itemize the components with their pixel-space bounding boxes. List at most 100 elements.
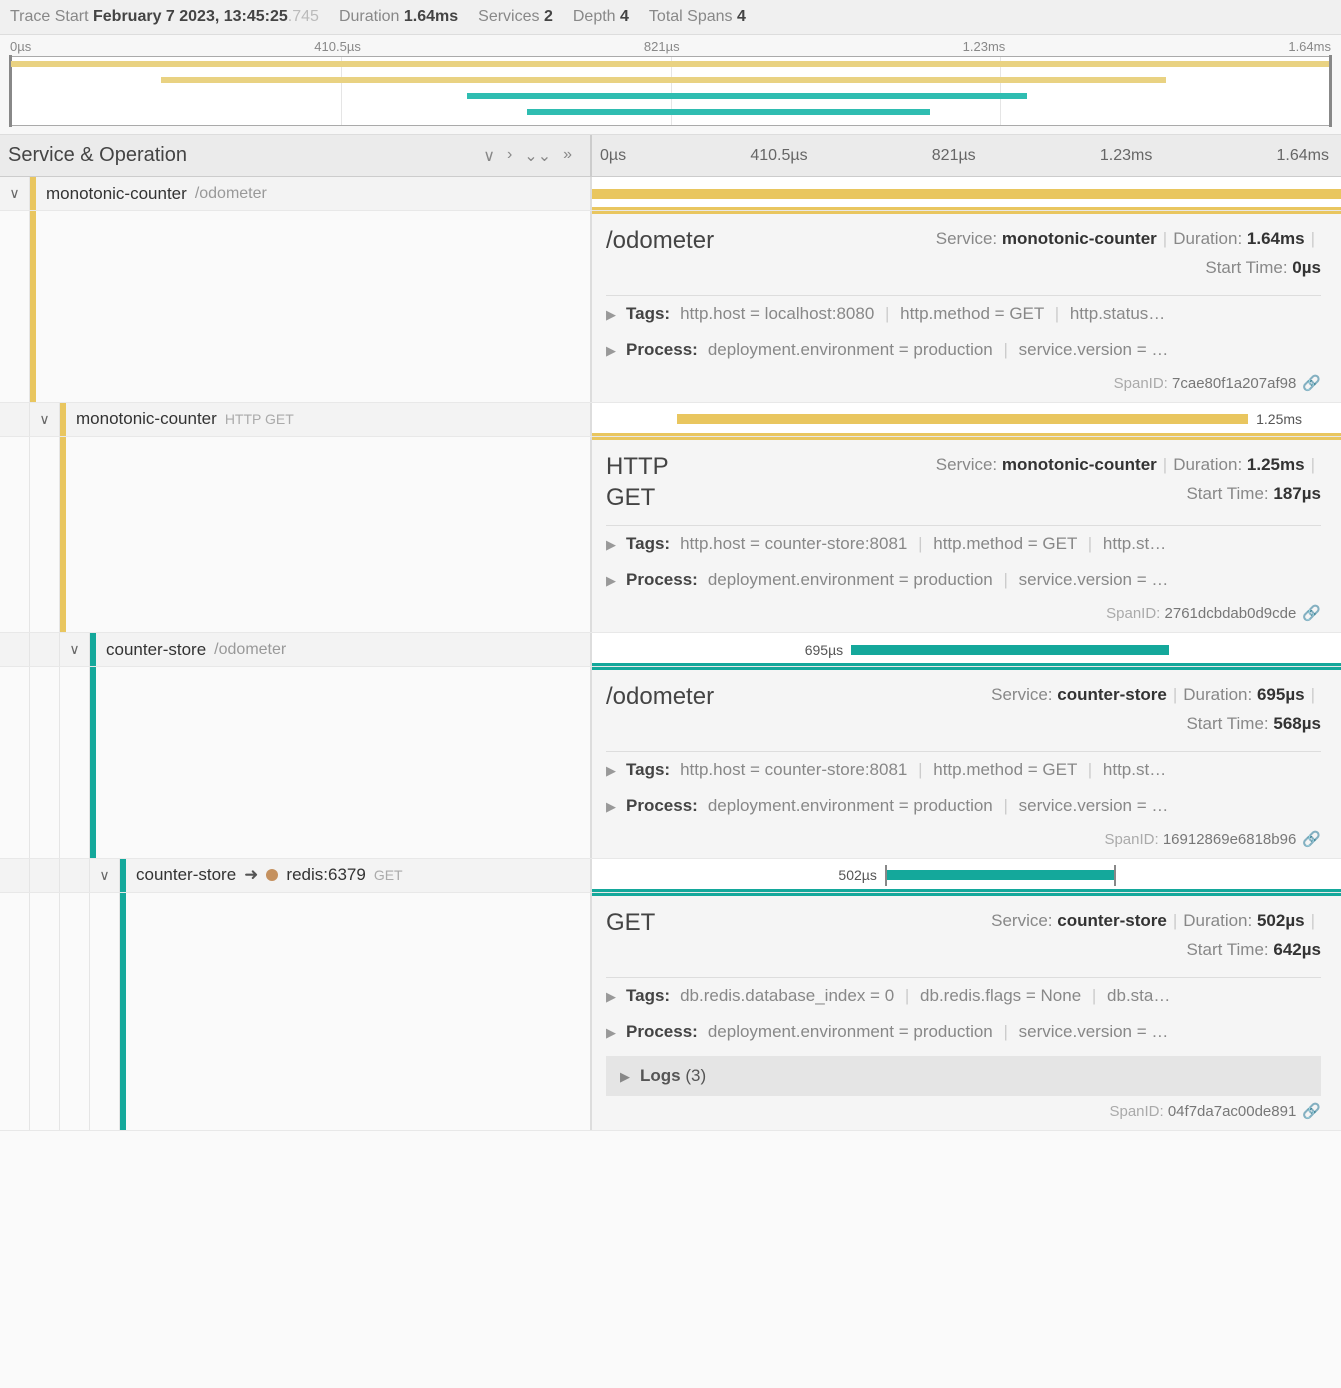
detail-fill [66, 437, 590, 632]
span-row[interactable]: ∨ counter-store /odometer 695µs [0, 633, 1341, 667]
span-detail-left [0, 667, 592, 858]
double-chevron-right-icon[interactable]: » [563, 146, 572, 166]
span-bar[interactable] [885, 870, 1114, 880]
span-duration-label: 695µs [805, 642, 843, 658]
expand-toggle[interactable]: ∨ [90, 859, 120, 892]
span-row-timeline[interactable] [592, 177, 1341, 210]
chevron-right-icon[interactable]: › [507, 146, 512, 166]
row-accent [592, 433, 1341, 436]
indent-cell [30, 893, 60, 1130]
detail-title: HTTPGET [606, 451, 669, 513]
span-row[interactable]: ∨ counter-store ➜ redis:6379 GET 502µs [0, 859, 1341, 893]
detail-meta: Service: counter-store|Duration: 502µs| … [991, 907, 1321, 965]
timeline-header: 0µs 410.5µs 821µs 1.23ms 1.64ms [592, 147, 1341, 165]
span-row-left[interactable]: ∨ counter-store /odometer [0, 633, 592, 666]
span-bar[interactable] [851, 645, 1169, 655]
detail-accent [592, 211, 1341, 214]
span-detail: GET Service: counter-store|Duration: 502… [0, 893, 1341, 1131]
tick-label: 1.23ms [1100, 147, 1152, 165]
indent-cell [90, 893, 120, 1130]
span-bar[interactable] [592, 189, 1341, 199]
spans-container: ∨ monotonic-counter /odometer /odometer … [0, 177, 1341, 1131]
link-icon[interactable]: 🔗 [1302, 605, 1321, 622]
indent-cell [30, 859, 60, 892]
row-accent [592, 889, 1341, 892]
span-detail: /odometer Service: counter-store|Duratio… [0, 667, 1341, 859]
span-duration-label: 502µs [838, 867, 876, 883]
minimap-ticks: 0µs 410.5µs 821µs 1.23ms 1.64ms [0, 35, 1341, 56]
process-row[interactable]: ▶Process:deployment.environment = produc… [606, 562, 1321, 598]
process-row[interactable]: ▶Process:deployment.environment = produc… [606, 332, 1321, 368]
double-chevron-down-icon[interactable]: ⌄⌄ [524, 146, 551, 166]
expand-toggle[interactable]: ∨ [0, 177, 30, 210]
detail-fill [36, 211, 590, 402]
row-accent [592, 663, 1341, 666]
minimap-span-bar [467, 93, 1026, 99]
detail-accent [592, 667, 1341, 670]
tags-row[interactable]: ▶Tags:http.host = counter-store:8081 | h… [606, 752, 1321, 788]
tree-nav-icons: ∨ › ⌄⌄ » [483, 146, 572, 166]
detail-meta: Service: monotonic-counter|Duration: 1.6… [936, 225, 1321, 283]
span-detail: HTTPGET Service: monotonic-counter|Durat… [0, 437, 1341, 633]
span-detail-right: /odometer Service: counter-store|Duratio… [592, 667, 1341, 858]
indent-cell [0, 633, 30, 666]
span-id-row: SpanID: 7cae80f1a207af98🔗 [606, 368, 1321, 392]
indent-cell [30, 437, 60, 632]
logs-toggle[interactable]: ▶Logs (3) [606, 1056, 1321, 1096]
detail-header: /odometer Service: monotonic-counter|Dur… [606, 225, 1321, 296]
span-row[interactable]: ∨ monotonic-counter /odometer [0, 177, 1341, 211]
span-label: monotonic-counter /odometer [36, 184, 267, 204]
minimap-body[interactable] [10, 56, 1331, 126]
link-icon[interactable]: 🔗 [1302, 375, 1321, 392]
span-row-left[interactable]: ∨ counter-store ➜ redis:6379 GET [0, 859, 592, 892]
detail-header: /odometer Service: counter-store|Duratio… [606, 681, 1321, 752]
total-spans: Total Spans 4 [649, 8, 746, 26]
span-row-timeline[interactable]: 695µs [592, 633, 1341, 666]
span-label: monotonic-counter HTTP GET [66, 409, 294, 429]
depth: Depth 4 [573, 8, 629, 26]
detail-header: HTTPGET Service: monotonic-counter|Durat… [606, 451, 1321, 526]
tags-row[interactable]: ▶Tags:db.redis.database_index = 0 | db.r… [606, 978, 1321, 1014]
tick-label: 0µs [600, 147, 626, 165]
span-row[interactable]: ∨ monotonic-counter HTTP GET 1.25ms [0, 403, 1341, 437]
indent-cell [0, 893, 30, 1130]
tick-label: 410.5µs [314, 39, 361, 54]
link-icon[interactable]: 🔗 [1302, 831, 1321, 848]
services: Services 2 [478, 8, 553, 26]
span-detail-left [0, 893, 592, 1130]
indent-cell [60, 667, 90, 858]
span-row-timeline[interactable]: 1.25ms [592, 403, 1341, 436]
tick-label: 821µs [932, 147, 976, 165]
detail-accent [592, 893, 1341, 896]
tick-label: 1.23ms [963, 39, 1006, 54]
detail-accent [592, 437, 1341, 440]
indent-cell [0, 859, 30, 892]
minimap[interactable]: 0µs 410.5µs 821µs 1.23ms 1.64ms [0, 35, 1341, 135]
tick-label: 1.64ms [1277, 147, 1329, 165]
tick-label: 1.64ms [1288, 39, 1331, 54]
tags-row[interactable]: ▶Tags:http.host = localhost:8080 | http.… [606, 296, 1321, 332]
indent-cell [60, 859, 90, 892]
detail-title: GET [606, 907, 655, 965]
process-row[interactable]: ▶Process:deployment.environment = produc… [606, 1014, 1321, 1050]
span-detail-right: /odometer Service: monotonic-counter|Dur… [592, 211, 1341, 402]
trace-start-ms: .745 [288, 8, 319, 25]
process-row[interactable]: ▶Process:deployment.environment = produc… [606, 788, 1321, 824]
expand-toggle[interactable]: ∨ [30, 403, 60, 436]
tags-row[interactable]: ▶Tags:http.host = counter-store:8081 | h… [606, 526, 1321, 562]
span-id-row: SpanID: 16912869e6818b96🔗 [606, 824, 1321, 848]
detail-fill [96, 667, 590, 858]
indent-cell [0, 437, 30, 632]
duration: Duration 1.64ms [339, 8, 458, 26]
span-row-left[interactable]: ∨ monotonic-counter /odometer [0, 177, 592, 210]
expand-toggle[interactable]: ∨ [60, 633, 90, 666]
detail-meta: Service: monotonic-counter|Duration: 1.2… [936, 451, 1321, 513]
chevron-down-icon[interactable]: ∨ [483, 146, 495, 166]
span-row-left[interactable]: ∨ monotonic-counter HTTP GET [0, 403, 592, 436]
span-row-timeline[interactable]: 502µs [592, 859, 1341, 892]
trace-start: Trace Start February 7 2023, 13:45:25.74… [10, 8, 319, 26]
row-accent [592, 207, 1341, 210]
link-icon[interactable]: 🔗 [1302, 1103, 1321, 1120]
columns-header: Service & Operation ∨ › ⌄⌄ » 0µs 410.5µs… [0, 135, 1341, 177]
span-bar[interactable] [677, 414, 1248, 424]
